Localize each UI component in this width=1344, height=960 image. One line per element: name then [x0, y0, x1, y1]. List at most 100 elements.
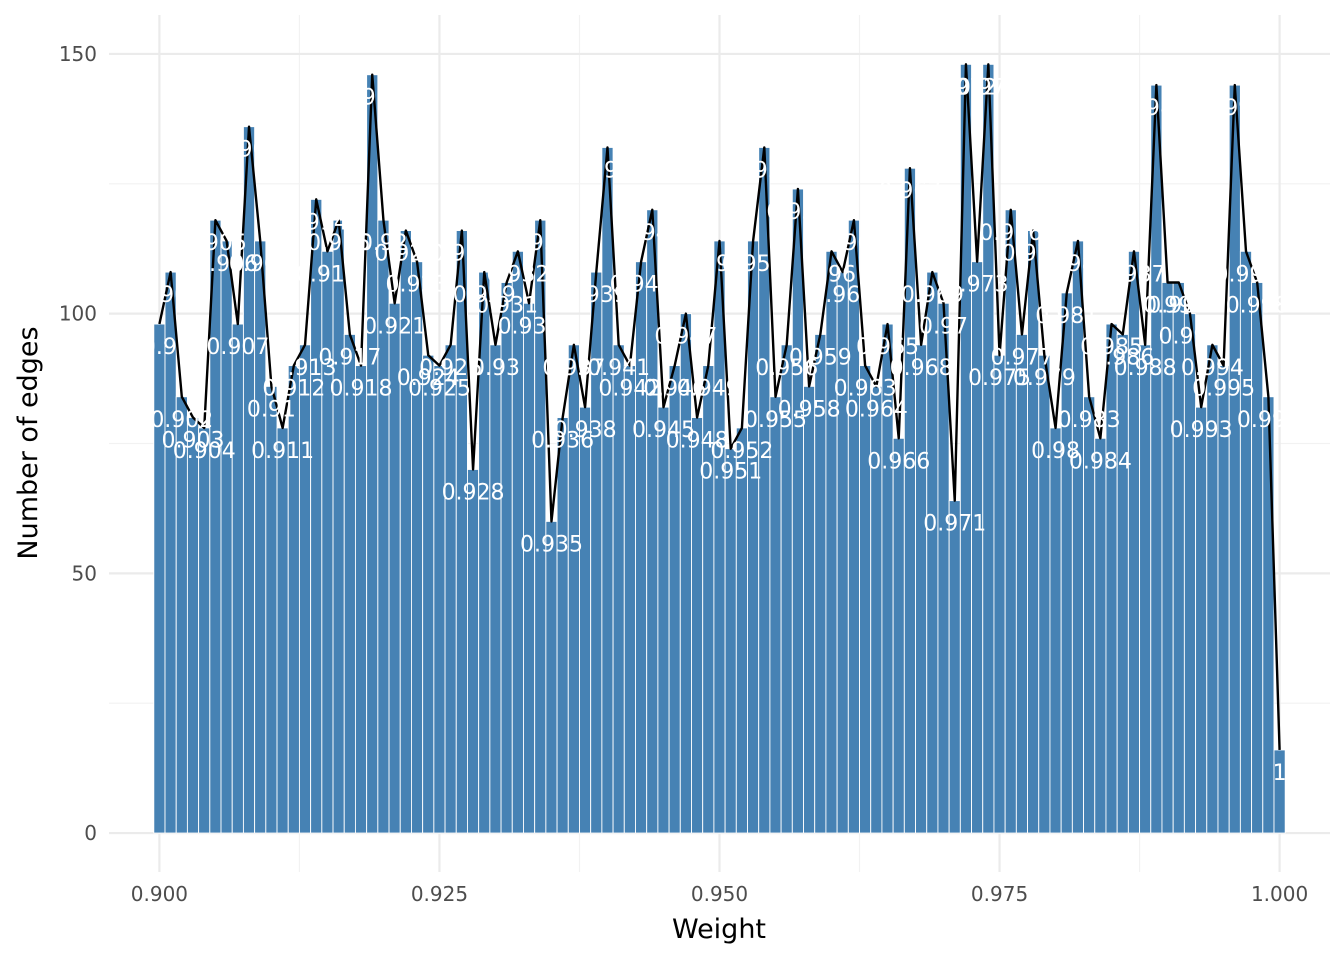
bar-label: 1 — [1273, 761, 1287, 786]
bar-label: 0.965 — [856, 335, 919, 360]
histogram-bar — [523, 302, 536, 834]
histogram-bar — [153, 323, 166, 834]
histogram-bar — [948, 500, 961, 834]
histogram-bar — [1139, 344, 1152, 834]
bar-label: 0.907 — [206, 335, 269, 360]
histogram-bar — [310, 198, 323, 834]
bar-label: 0.918 — [330, 377, 393, 402]
bar-label: 0.982 — [1046, 252, 1109, 277]
histogram-bar — [724, 448, 737, 834]
bar-label: 0.969 — [901, 283, 964, 308]
x-tick-label: 0.900 — [131, 882, 188, 906]
bar-label: 0.939 — [565, 283, 628, 308]
y-tick-label: 0 — [84, 821, 97, 845]
x-tick-label: 1.000 — [1251, 882, 1308, 906]
histogram-bar — [1071, 240, 1085, 834]
bar-label: 0.922 — [374, 242, 437, 267]
histogram-bar — [1049, 427, 1062, 834]
bar-label: 0.927 — [430, 242, 493, 267]
bar-label: 0.971 — [923, 512, 986, 537]
bar-label: 0.915 — [296, 262, 359, 287]
bar-label: 0.938 — [554, 418, 617, 443]
bar-label: 0.929 — [453, 283, 516, 308]
histogram-bar — [198, 427, 211, 834]
histogram-bar — [287, 365, 300, 834]
bar-label: 0.942 — [598, 377, 661, 402]
histogram-bar — [803, 385, 816, 834]
bar-label: 0.989 — [1125, 96, 1188, 121]
bar-label: 0.996 — [1203, 96, 1266, 121]
bar-label: 0.934 — [509, 231, 572, 256]
bar-label: 0.95 — [695, 252, 744, 277]
histogram-bar — [825, 250, 838, 834]
bar-label: 0.994 — [1181, 356, 1244, 381]
bar-label: 0.976 — [979, 221, 1042, 246]
bar-label: 0.977 — [990, 345, 1053, 370]
bar-label: 0.953 — [722, 252, 785, 277]
bar-label: 0.984 — [1069, 449, 1132, 474]
y-axis-title: Number of edges — [13, 326, 44, 559]
bar-label: 0.943 — [610, 273, 673, 298]
x-axis-title: Weight — [672, 914, 766, 945]
bar-label: 0.995 — [1192, 377, 1255, 402]
bar-label: 0.905 — [184, 231, 247, 256]
bar-label: 0.974 — [957, 75, 1020, 100]
histogram-bar — [646, 209, 659, 834]
histogram-bar — [1195, 406, 1208, 834]
histogram-bar — [791, 188, 804, 834]
bar-label: 0.962 — [822, 231, 885, 256]
bar-label: 0.901 — [139, 283, 202, 308]
bar-label: 0.961 — [811, 283, 874, 308]
histogram-bar — [747, 240, 760, 834]
bar-label: 0.936 — [531, 429, 594, 454]
bar-label: 0.98 — [1031, 439, 1080, 464]
bar-label: 0.944 — [621, 221, 684, 246]
histogram-bar — [422, 354, 435, 834]
bar-label: 0.906 — [195, 252, 258, 277]
bar-label: 0.933 — [498, 314, 561, 339]
histogram-bar — [1239, 250, 1253, 834]
bar-label: 0.912 — [262, 377, 325, 402]
histogram-bar — [1004, 209, 1017, 834]
bar-label: 0.988 — [1114, 356, 1177, 381]
histogram-bar — [971, 261, 984, 834]
bar-label: 0.973 — [946, 273, 1009, 298]
bar-label: 0.923 — [386, 273, 449, 298]
bar-label: 0.951 — [699, 460, 762, 485]
x-tick-label: 0.925 — [411, 882, 468, 906]
bar-label: 0.924 — [397, 366, 460, 391]
bar-label: 0.975 — [968, 366, 1031, 391]
histogram-bar — [231, 323, 244, 834]
bar-label: 0.948 — [666, 429, 729, 454]
bar-label: 0.983 — [1058, 408, 1121, 433]
bar-label: 0.926 — [419, 356, 482, 381]
bar-label: 0.985 — [1080, 335, 1143, 360]
bar-label: 0.921 — [363, 314, 426, 339]
bar-label: 0.949 — [677, 377, 740, 402]
bar-label: 0.902 — [150, 408, 213, 433]
histogram-bar — [1094, 437, 1107, 834]
bar-label: 0.972 — [934, 75, 997, 100]
line-layer — [158, 63, 1281, 750]
bar-label: 0.92 — [359, 231, 408, 256]
tick-layer: 0.900 0.925 0.950 0.975 1.000 0 50 100 150 — [59, 42, 1308, 906]
histogram-bar — [892, 437, 905, 834]
label-layer: 0.90.9010.9020.9030.9040.9050.9060.9070.… — [139, 75, 1300, 786]
bar-label: 0.968 — [890, 356, 953, 381]
bar-label: 0.987 — [1102, 262, 1165, 287]
histogram-bar — [556, 417, 569, 834]
bar-label: 0.957 — [766, 200, 829, 225]
bar-label: 0.986 — [1091, 345, 1154, 370]
bar-label: 0.945 — [632, 418, 695, 443]
histogram-bar — [635, 261, 648, 834]
bar-label: 0.999 — [1237, 408, 1300, 433]
histogram-bar — [276, 427, 289, 834]
histogram-bar — [444, 344, 457, 834]
bar-label: 0.904 — [173, 439, 236, 464]
histogram-bar — [915, 344, 928, 834]
bar-label: 0.998 — [1226, 293, 1289, 318]
y-tick-label: 50 — [72, 561, 97, 585]
histogram-bar — [735, 427, 748, 834]
bar-label: 0.94 — [583, 158, 632, 183]
